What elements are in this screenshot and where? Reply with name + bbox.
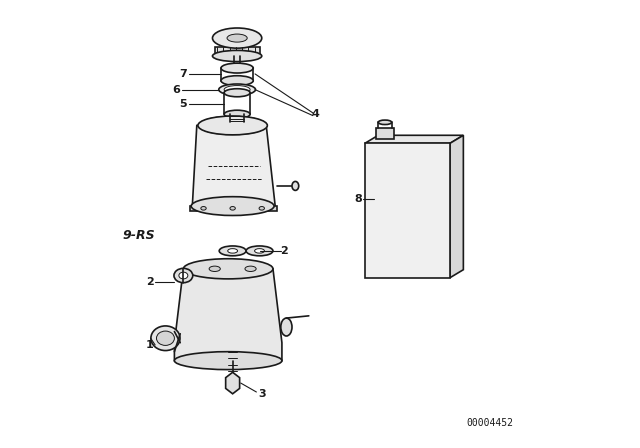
Ellipse shape xyxy=(221,63,253,73)
Text: 2: 2 xyxy=(280,246,288,256)
Ellipse shape xyxy=(219,84,255,95)
Polygon shape xyxy=(450,135,463,278)
Polygon shape xyxy=(174,269,282,361)
Ellipse shape xyxy=(230,207,236,210)
Ellipse shape xyxy=(212,28,262,48)
Text: 5: 5 xyxy=(180,99,187,109)
Polygon shape xyxy=(190,206,278,211)
Ellipse shape xyxy=(191,197,274,215)
Text: 00004452: 00004452 xyxy=(467,418,514,428)
Ellipse shape xyxy=(209,266,220,271)
Ellipse shape xyxy=(246,246,273,256)
Text: 8: 8 xyxy=(354,194,362,204)
Ellipse shape xyxy=(228,249,237,253)
Ellipse shape xyxy=(281,318,292,336)
Polygon shape xyxy=(365,135,463,143)
Text: 7: 7 xyxy=(179,69,188,79)
Polygon shape xyxy=(192,125,275,206)
Ellipse shape xyxy=(184,258,273,279)
Text: 6: 6 xyxy=(173,85,180,95)
Ellipse shape xyxy=(198,116,268,135)
Ellipse shape xyxy=(224,89,250,97)
Ellipse shape xyxy=(199,116,266,134)
Polygon shape xyxy=(226,372,239,394)
Text: 4: 4 xyxy=(312,109,319,119)
Ellipse shape xyxy=(221,76,253,86)
Ellipse shape xyxy=(245,266,256,271)
Ellipse shape xyxy=(201,207,206,210)
Bar xyxy=(376,128,394,139)
Ellipse shape xyxy=(179,272,188,279)
Ellipse shape xyxy=(212,51,262,62)
Ellipse shape xyxy=(151,326,180,350)
Text: 2: 2 xyxy=(146,277,154,287)
Ellipse shape xyxy=(227,34,247,42)
Ellipse shape xyxy=(224,110,250,118)
Ellipse shape xyxy=(224,86,250,94)
Ellipse shape xyxy=(175,352,282,370)
Text: 9-RS: 9-RS xyxy=(122,228,155,242)
Text: 3: 3 xyxy=(258,389,266,399)
Ellipse shape xyxy=(259,207,264,210)
Text: 1: 1 xyxy=(146,340,154,350)
Bar xyxy=(365,143,450,278)
Ellipse shape xyxy=(156,331,174,345)
Ellipse shape xyxy=(255,249,264,253)
Polygon shape xyxy=(215,47,260,56)
Ellipse shape xyxy=(378,120,392,125)
Ellipse shape xyxy=(292,181,299,190)
Ellipse shape xyxy=(219,246,246,256)
Ellipse shape xyxy=(174,268,193,283)
Bar xyxy=(376,188,439,242)
